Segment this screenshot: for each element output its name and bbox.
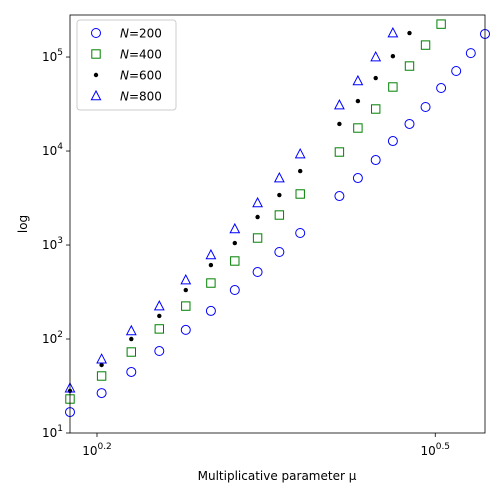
y-axis-label: log: [16, 215, 30, 233]
marker-dot: [407, 30, 412, 36]
marker-circle: [295, 228, 306, 239]
marker-circle: [334, 191, 345, 202]
marker-triangle: [229, 222, 241, 234]
marker-triangle: [252, 196, 264, 208]
marker-square: [181, 301, 191, 311]
plot-area: [64, 19, 490, 418]
marker-dot: [390, 54, 396, 59]
marker-circle: [229, 285, 240, 296]
marker-triangle: [125, 324, 137, 336]
marker-dot: [373, 75, 378, 81]
marker-square: [252, 233, 263, 243]
marker-triangle: [370, 50, 382, 62]
marker-circle: [465, 48, 476, 59]
marker-triangle: [180, 273, 192, 285]
y-tick-label: 103: [42, 236, 63, 252]
marker-triangle: [205, 248, 217, 260]
marker-square: [206, 278, 216, 288]
marker-circle: [205, 305, 216, 316]
marker-circle: [420, 102, 431, 113]
marker-circle: [451, 66, 462, 77]
marker-circle: [370, 155, 381, 166]
marker-triangle: [90, 89, 102, 101]
marker-triangle: [294, 147, 306, 159]
marker-triangle: [153, 300, 165, 311]
marker-dot: [99, 362, 104, 368]
marker-circle: [154, 346, 165, 357]
x-axis-label: Multiplicative parameter μ: [198, 469, 357, 483]
legend-box: [76, 19, 177, 111]
marker-square: [388, 82, 398, 92]
marker-square: [436, 19, 446, 29]
marker-circle: [96, 388, 107, 399]
marker-square: [295, 189, 305, 199]
marker-triangle: [387, 26, 399, 38]
marker-circle: [252, 267, 263, 278]
legend-label: N=400: [120, 48, 162, 62]
marker-triangle: [96, 353, 108, 364]
marker-dot: [208, 262, 214, 268]
x-tick-label: 100.5: [420, 442, 450, 458]
y-tick-label: 104: [42, 142, 63, 158]
marker-dot: [298, 168, 303, 174]
marker-square: [230, 256, 240, 266]
y-tick-label: 105: [42, 48, 63, 64]
marker-circle: [404, 118, 415, 129]
marker-dot: [129, 336, 134, 342]
y-tick-label: 102: [42, 330, 63, 346]
marker-dot: [337, 121, 342, 127]
marker-triangle: [352, 74, 364, 86]
marker-triangle: [333, 99, 345, 110]
marker-dot: [232, 240, 238, 246]
marker-square: [404, 61, 415, 71]
legend: N=200 N=400 N=600 N=800: [76, 19, 177, 111]
marker-square: [91, 49, 101, 59]
marker-square: [334, 147, 345, 157]
marker-square: [420, 40, 431, 50]
legend-label: N=200: [120, 27, 162, 41]
marker-square: [154, 324, 164, 334]
marker-square: [371, 104, 381, 114]
marker-dot: [355, 98, 361, 104]
marker-dot: [277, 192, 282, 198]
marker-square: [353, 123, 363, 133]
marker-square: [126, 347, 137, 357]
marker-square: [274, 210, 285, 220]
legend-label: N=800: [120, 90, 162, 104]
marker-dot: [93, 72, 99, 78]
marker-dot: [183, 287, 188, 293]
marker-triangle: [273, 171, 285, 183]
plot-frame: [69, 14, 486, 434]
marker-circle: [91, 28, 101, 38]
marker-circle: [436, 83, 447, 94]
marker-circle: [352, 173, 363, 184]
marker-dot: [255, 214, 260, 220]
marker-dot: [157, 313, 162, 319]
x-tick-label: 100.2: [82, 442, 112, 458]
marker-circle: [387, 136, 398, 147]
marker-circle: [180, 324, 191, 335]
y-tick-label: 101: [42, 424, 63, 440]
marker-circle: [274, 246, 285, 257]
legend-label: N=600: [120, 69, 162, 83]
marker-circle: [126, 366, 137, 377]
marker-square: [96, 371, 107, 381]
